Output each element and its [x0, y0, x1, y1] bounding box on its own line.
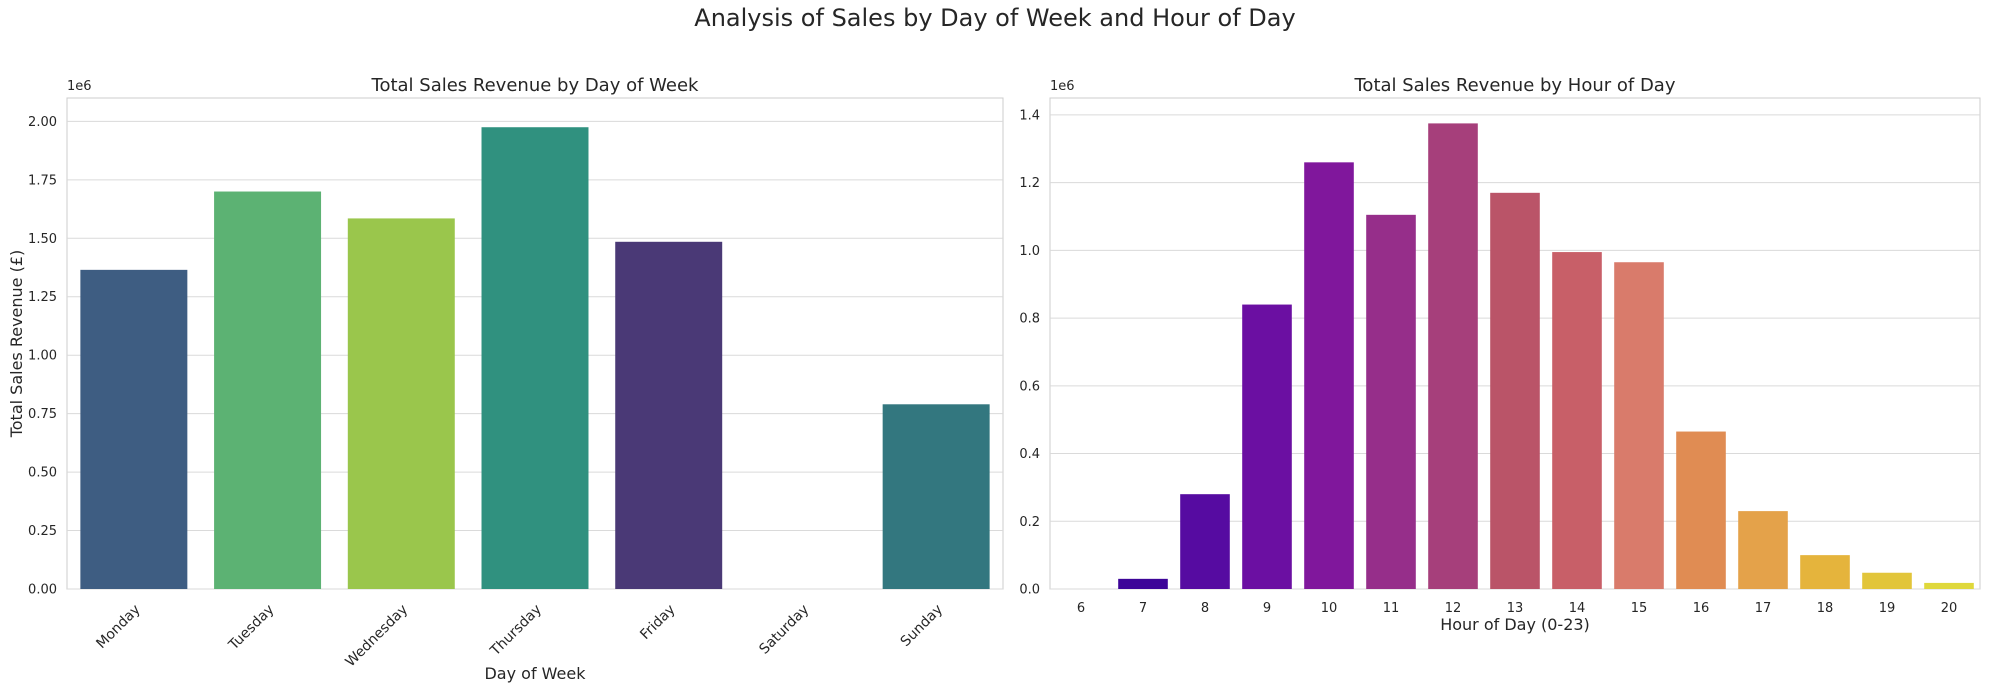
bar-8 — [1180, 494, 1230, 589]
bar-14 — [1552, 252, 1602, 589]
bar-17 — [1738, 511, 1788, 589]
y-tick-label: 0.6 — [1019, 379, 1040, 394]
x-tick-label: 9 — [1263, 601, 1271, 616]
x-tick-label: 19 — [1879, 601, 1896, 616]
y-tick-label: 0.75 — [28, 407, 57, 422]
x-tick-label: Monday — [93, 602, 143, 652]
bar-10 — [1304, 162, 1354, 589]
bar-monday — [80, 269, 188, 589]
bar-13 — [1490, 192, 1540, 590]
bar-thursday — [481, 127, 589, 589]
figure-title: Analysis of Sales by Day of Week and Hou… — [694, 4, 1296, 32]
x-tick-label: 10 — [1321, 601, 1338, 616]
chart-day-of-week: 0.00 0.25 0.50 0.75 1.00 1.25 1.50 1.75 2.00 1e6 M… — [7, 75, 1004, 683]
x-tick-label: Saturday — [756, 602, 812, 658]
x-tick-label: 6 — [1077, 601, 1085, 616]
y-tick-label: 0.8 — [1019, 312, 1040, 327]
y-tick-label: 1.00 — [28, 349, 57, 364]
bar-11 — [1366, 214, 1416, 589]
x-axis-label: Day of Week — [484, 664, 586, 683]
bar-sunday — [882, 404, 990, 589]
x-tick-label: 20 — [1941, 601, 1958, 616]
bar-12 — [1428, 123, 1478, 590]
x-tick-label: 8 — [1201, 601, 1209, 616]
y-offset-label: 1e6 — [67, 79, 92, 94]
y-tick-label: 0.25 — [28, 524, 57, 539]
y-tick-label: 1.4 — [1019, 108, 1040, 123]
bar-19 — [1862, 572, 1912, 589]
x-tick-label: Tuesday — [225, 602, 277, 654]
x-tick-label: 18 — [1817, 601, 1834, 616]
y-tick-label: 0.50 — [28, 466, 57, 481]
x-tick-label: 7 — [1139, 601, 1147, 616]
x-tick-label: Friday — [637, 602, 678, 643]
y-tick-label: 2.00 — [28, 115, 57, 130]
x-tick-label: 14 — [1569, 601, 1586, 616]
bar-7 — [1118, 578, 1168, 589]
x-tick-label: 13 — [1507, 601, 1524, 616]
x-tick-label: 17 — [1755, 601, 1772, 616]
chart-title: Total Sales Revenue by Day of Week — [371, 75, 700, 96]
chart-hour-of-day: 0.0 0.2 0.4 0.6 0.8 1.0 1.2 1.4 1e6 6 7 8 9 10 11 12 13 1… — [1019, 75, 1981, 634]
y-tick-label: 1.50 — [28, 232, 57, 247]
x-tick-label: Sunday — [898, 602, 946, 650]
bar-friday — [615, 241, 723, 590]
y-tick-label: 1.2 — [1019, 176, 1040, 191]
bar-18 — [1800, 555, 1850, 589]
y-tick-label: 0.4 — [1019, 447, 1040, 462]
y-offset-label: 1e6 — [1050, 79, 1075, 94]
y-tick-label: 1.75 — [28, 173, 57, 188]
x-tick-label: 11 — [1383, 601, 1400, 616]
y-tick-label: 0.2 — [1019, 515, 1040, 530]
y-tick-label: 0.00 — [28, 583, 57, 598]
x-tick-label: Wednesday — [343, 602, 412, 671]
y-tick-label: 1.25 — [28, 290, 57, 305]
x-tick-label: Thursday — [487, 602, 545, 660]
bar-20 — [1924, 582, 1974, 589]
x-tick-label: 12 — [1445, 601, 1462, 616]
bar-wednesday — [347, 218, 455, 589]
bar-16 — [1676, 431, 1726, 589]
y-tick-label: 1.0 — [1019, 244, 1040, 259]
bar-9 — [1242, 304, 1292, 589]
y-tick-label: 0.0 — [1019, 583, 1040, 598]
chart-title: Total Sales Revenue by Hour of Day — [1354, 75, 1676, 96]
x-tick-label: 16 — [1693, 601, 1710, 616]
bar-tuesday — [214, 191, 322, 589]
y-axis-label: Total Sales Revenue (£) — [7, 250, 26, 439]
x-tick-label: 15 — [1631, 601, 1648, 616]
bar-15 — [1614, 262, 1664, 589]
x-axis-label: Hour of Day (0-23) — [1440, 615, 1590, 634]
